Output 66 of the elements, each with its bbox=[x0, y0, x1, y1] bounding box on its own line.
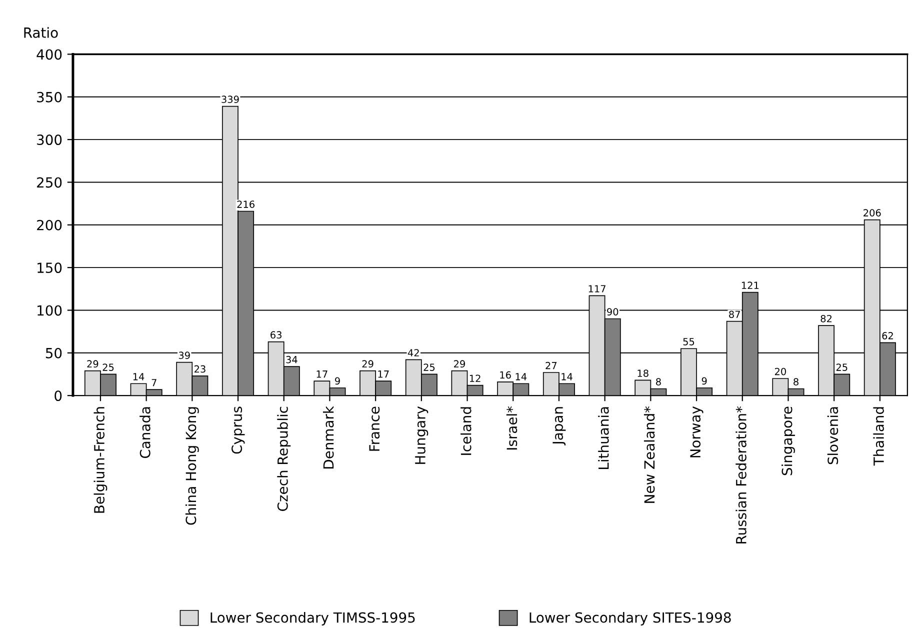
data-label: 12 bbox=[470, 374, 480, 382]
data-label: 9 bbox=[702, 377, 707, 385]
data-label: 216 bbox=[237, 200, 254, 208]
x-tick-label: Czech Republic bbox=[277, 406, 291, 511]
data-label: 39 bbox=[178, 352, 190, 360]
data-label: 121 bbox=[742, 282, 759, 289]
y-tick-label: 150 bbox=[38, 262, 62, 274]
data-label: 25 bbox=[102, 364, 114, 371]
y-tick-label: 200 bbox=[37, 220, 62, 230]
data-label: 9 bbox=[335, 377, 340, 385]
data-label: 206 bbox=[864, 209, 881, 217]
x-tick-label: Canada bbox=[140, 407, 150, 458]
x-tick-label: France bbox=[369, 406, 380, 451]
data-label: 17 bbox=[316, 370, 328, 378]
data-label: 117 bbox=[588, 285, 606, 292]
x-tick-label: Singapore bbox=[782, 406, 795, 476]
data-label: 55 bbox=[683, 338, 694, 346]
legend-label: Lower Secondary TIMSS-1995 bbox=[210, 612, 415, 626]
data-label: 17 bbox=[378, 370, 389, 378]
data-label: 34 bbox=[286, 356, 298, 364]
y-tick-label: 400 bbox=[36, 49, 62, 60]
data-label: 25 bbox=[836, 364, 848, 371]
x-tick-label: China Hong Kong bbox=[185, 407, 199, 525]
x-tick-label: New Zealand* bbox=[644, 406, 655, 503]
data-label: 63 bbox=[270, 331, 282, 339]
y-axis-title: Ratio bbox=[24, 27, 58, 38]
data-label: 14 bbox=[562, 373, 572, 380]
data-label: 8 bbox=[656, 378, 661, 386]
x-tick-label: Belgium-French bbox=[94, 407, 108, 513]
data-label: 339 bbox=[222, 96, 239, 104]
data-label: 62 bbox=[882, 332, 893, 340]
data-label: 87 bbox=[729, 310, 740, 318]
x-tick-label: Thailand bbox=[873, 407, 884, 466]
data-label: 90 bbox=[607, 308, 618, 316]
data-label: 29 bbox=[87, 360, 98, 368]
data-label: 14 bbox=[516, 373, 527, 380]
legend-label: Lower Secondary SITES-1998 bbox=[530, 612, 731, 626]
data-label: 23 bbox=[194, 365, 206, 373]
data-label: 29 bbox=[362, 360, 374, 368]
data-label: 29 bbox=[454, 360, 465, 368]
x-tick-label: Norway bbox=[690, 406, 704, 458]
x-tick-label: Lithuania bbox=[598, 407, 609, 469]
y-tick-label: 50 bbox=[46, 348, 62, 358]
x-tick-label: Israel* bbox=[506, 406, 518, 450]
data-label: 7 bbox=[152, 379, 156, 386]
x-tick-label: Cyprus bbox=[232, 406, 245, 454]
data-label: 16 bbox=[500, 371, 511, 379]
data-label: 25 bbox=[424, 364, 435, 371]
x-tick-label: Hungary bbox=[415, 406, 428, 464]
y-tick-label: 100 bbox=[38, 305, 62, 316]
x-tick-label: Japan bbox=[552, 407, 566, 446]
x-tick-label: Denmark bbox=[323, 406, 334, 468]
data-label: 82 bbox=[820, 314, 832, 322]
y-tick-label: 250 bbox=[37, 177, 62, 188]
data-label: 8 bbox=[794, 378, 798, 386]
data-label: 42 bbox=[408, 349, 419, 356]
data-label: 27 bbox=[546, 362, 557, 370]
y-tick-label: 0 bbox=[54, 390, 62, 402]
data-label: 18 bbox=[638, 370, 648, 377]
y-tick-label: 350 bbox=[37, 92, 62, 102]
data-label: 14 bbox=[133, 373, 144, 380]
x-tick-label: Iceland bbox=[460, 407, 472, 455]
y-tick-label: 300 bbox=[37, 134, 62, 146]
data-label: 20 bbox=[774, 368, 786, 376]
x-tick-label: Russian Federation* bbox=[736, 406, 746, 544]
x-tick-label: Slovenia bbox=[827, 407, 838, 464]
